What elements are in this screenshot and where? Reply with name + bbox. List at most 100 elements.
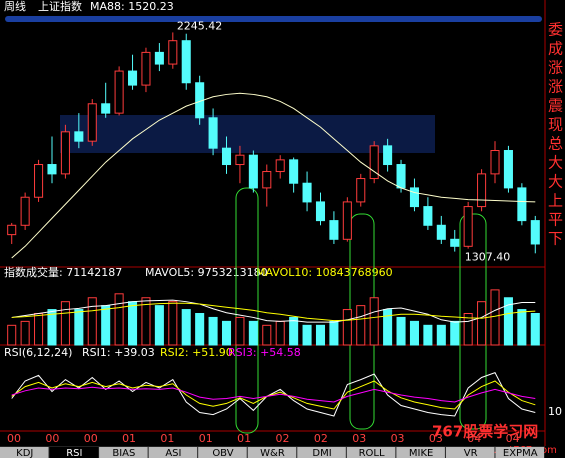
candle-body [463, 206, 473, 247]
side-label: 平 [548, 211, 563, 229]
tab[interactable] [396, 447, 445, 458]
side-label: 大 [548, 154, 563, 172]
watermark: 767股票学习网 [432, 423, 538, 441]
candle-body [262, 171, 272, 189]
tab[interactable] [346, 447, 396, 458]
candle-body [329, 220, 339, 240]
x-label: 01 [122, 432, 136, 445]
volume-bar [302, 324, 312, 346]
rsi-line [11, 386, 536, 403]
candle-body [34, 164, 44, 198]
tab[interactable] [148, 447, 198, 458]
candle-body [275, 159, 285, 173]
x-label: 00 [45, 432, 59, 445]
volume-bar [74, 309, 84, 346]
volume-bar [369, 297, 379, 346]
volume-bar [208, 316, 218, 346]
tab[interactable] [247, 447, 297, 458]
tab-label[interactable]: BIAS [112, 448, 135, 458]
tab-label[interactable]: ROLL [359, 448, 385, 458]
volume-bar [329, 320, 339, 346]
volume-bar [47, 309, 57, 346]
candle-body [20, 196, 30, 226]
tab-label[interactable]: EXPMA [503, 448, 538, 458]
volume-bar [530, 313, 540, 346]
candle-body [47, 164, 57, 175]
volume-bar [396, 316, 406, 346]
volume-bar [315, 324, 326, 346]
volume-bar [20, 320, 30, 346]
tab-label[interactable]: RSI [66, 448, 82, 458]
side-label: 上 [548, 192, 563, 210]
candle-body [221, 147, 232, 166]
candle-body [342, 201, 352, 240]
x-label: 02 [276, 432, 290, 445]
volume-bar [436, 324, 446, 346]
tab[interactable] [198, 447, 247, 458]
tab-label[interactable]: W&R [260, 448, 285, 458]
rsi-line [11, 380, 536, 410]
side-label: 下 [548, 230, 563, 248]
side-label: 现 [548, 116, 563, 134]
tab[interactable] [49, 447, 99, 458]
tab[interactable] [99, 447, 148, 458]
tab-label[interactable]: KDJ [16, 448, 33, 458]
rsi-right-label: 10 [548, 405, 562, 418]
ma88-line [11, 92, 536, 259]
candle-body [235, 154, 245, 166]
volume-bar [154, 305, 164, 346]
candle-body [383, 145, 393, 166]
candle-body [114, 70, 124, 114]
high-label: 2245.42 [177, 19, 223, 32]
volume-bar [168, 301, 178, 346]
dot-row [5, 16, 542, 22]
rsi2-label: RSI2: +51.90 [160, 346, 233, 359]
x-label: 04 [506, 432, 520, 445]
volume-bar [409, 320, 419, 346]
mavol5-label: MAVOL5: 9753213180 [145, 266, 268, 279]
rsi-title: RSI(6,12,24) [4, 346, 72, 359]
tab-label[interactable]: VR [464, 448, 478, 458]
tab[interactable] [297, 447, 346, 458]
side-label: 委 [548, 21, 563, 39]
volume-bar [60, 301, 70, 346]
candle-body [436, 224, 446, 240]
candle-body [396, 164, 406, 189]
tab-label[interactable]: OBV [212, 448, 233, 458]
side-label: 涨 [548, 78, 563, 96]
candle-body [60, 131, 70, 175]
rsi-line [11, 371, 536, 417]
x-label: 02 [314, 432, 328, 445]
candle-body [369, 145, 379, 180]
volume-bar [383, 309, 393, 346]
x-label: 01 [237, 432, 251, 445]
tab-label[interactable]: ASI [165, 448, 181, 458]
mavol10-line [11, 302, 536, 322]
candle-body [154, 51, 164, 65]
rsi3-label: RSI3: +54.58 [228, 346, 301, 359]
volume-bar [275, 320, 285, 346]
candle-body [356, 178, 366, 203]
mavol5-line [11, 299, 536, 323]
volume-bar [450, 320, 460, 346]
volume-bar [195, 313, 205, 346]
tab-label[interactable]: MIKE [409, 448, 433, 458]
tab[interactable] [0, 447, 49, 458]
candle-body [289, 159, 299, 184]
candle-body [517, 187, 527, 222]
volume-bar [221, 320, 232, 346]
tab[interactable] [445, 447, 495, 458]
candle-body [101, 103, 111, 114]
candle-body [168, 40, 178, 65]
volume-bar [141, 297, 151, 346]
side-label: 总 [548, 135, 563, 153]
candle-body [503, 150, 513, 189]
candle-body [490, 150, 500, 175]
volume-bar [101, 305, 111, 346]
x-label: 03 [391, 432, 405, 445]
tab-label[interactable]: DMI [312, 448, 331, 458]
tab[interactable] [495, 447, 544, 458]
candle-body [315, 201, 326, 222]
side-label: 涨 [548, 59, 563, 77]
side-label: 大 [548, 173, 563, 191]
